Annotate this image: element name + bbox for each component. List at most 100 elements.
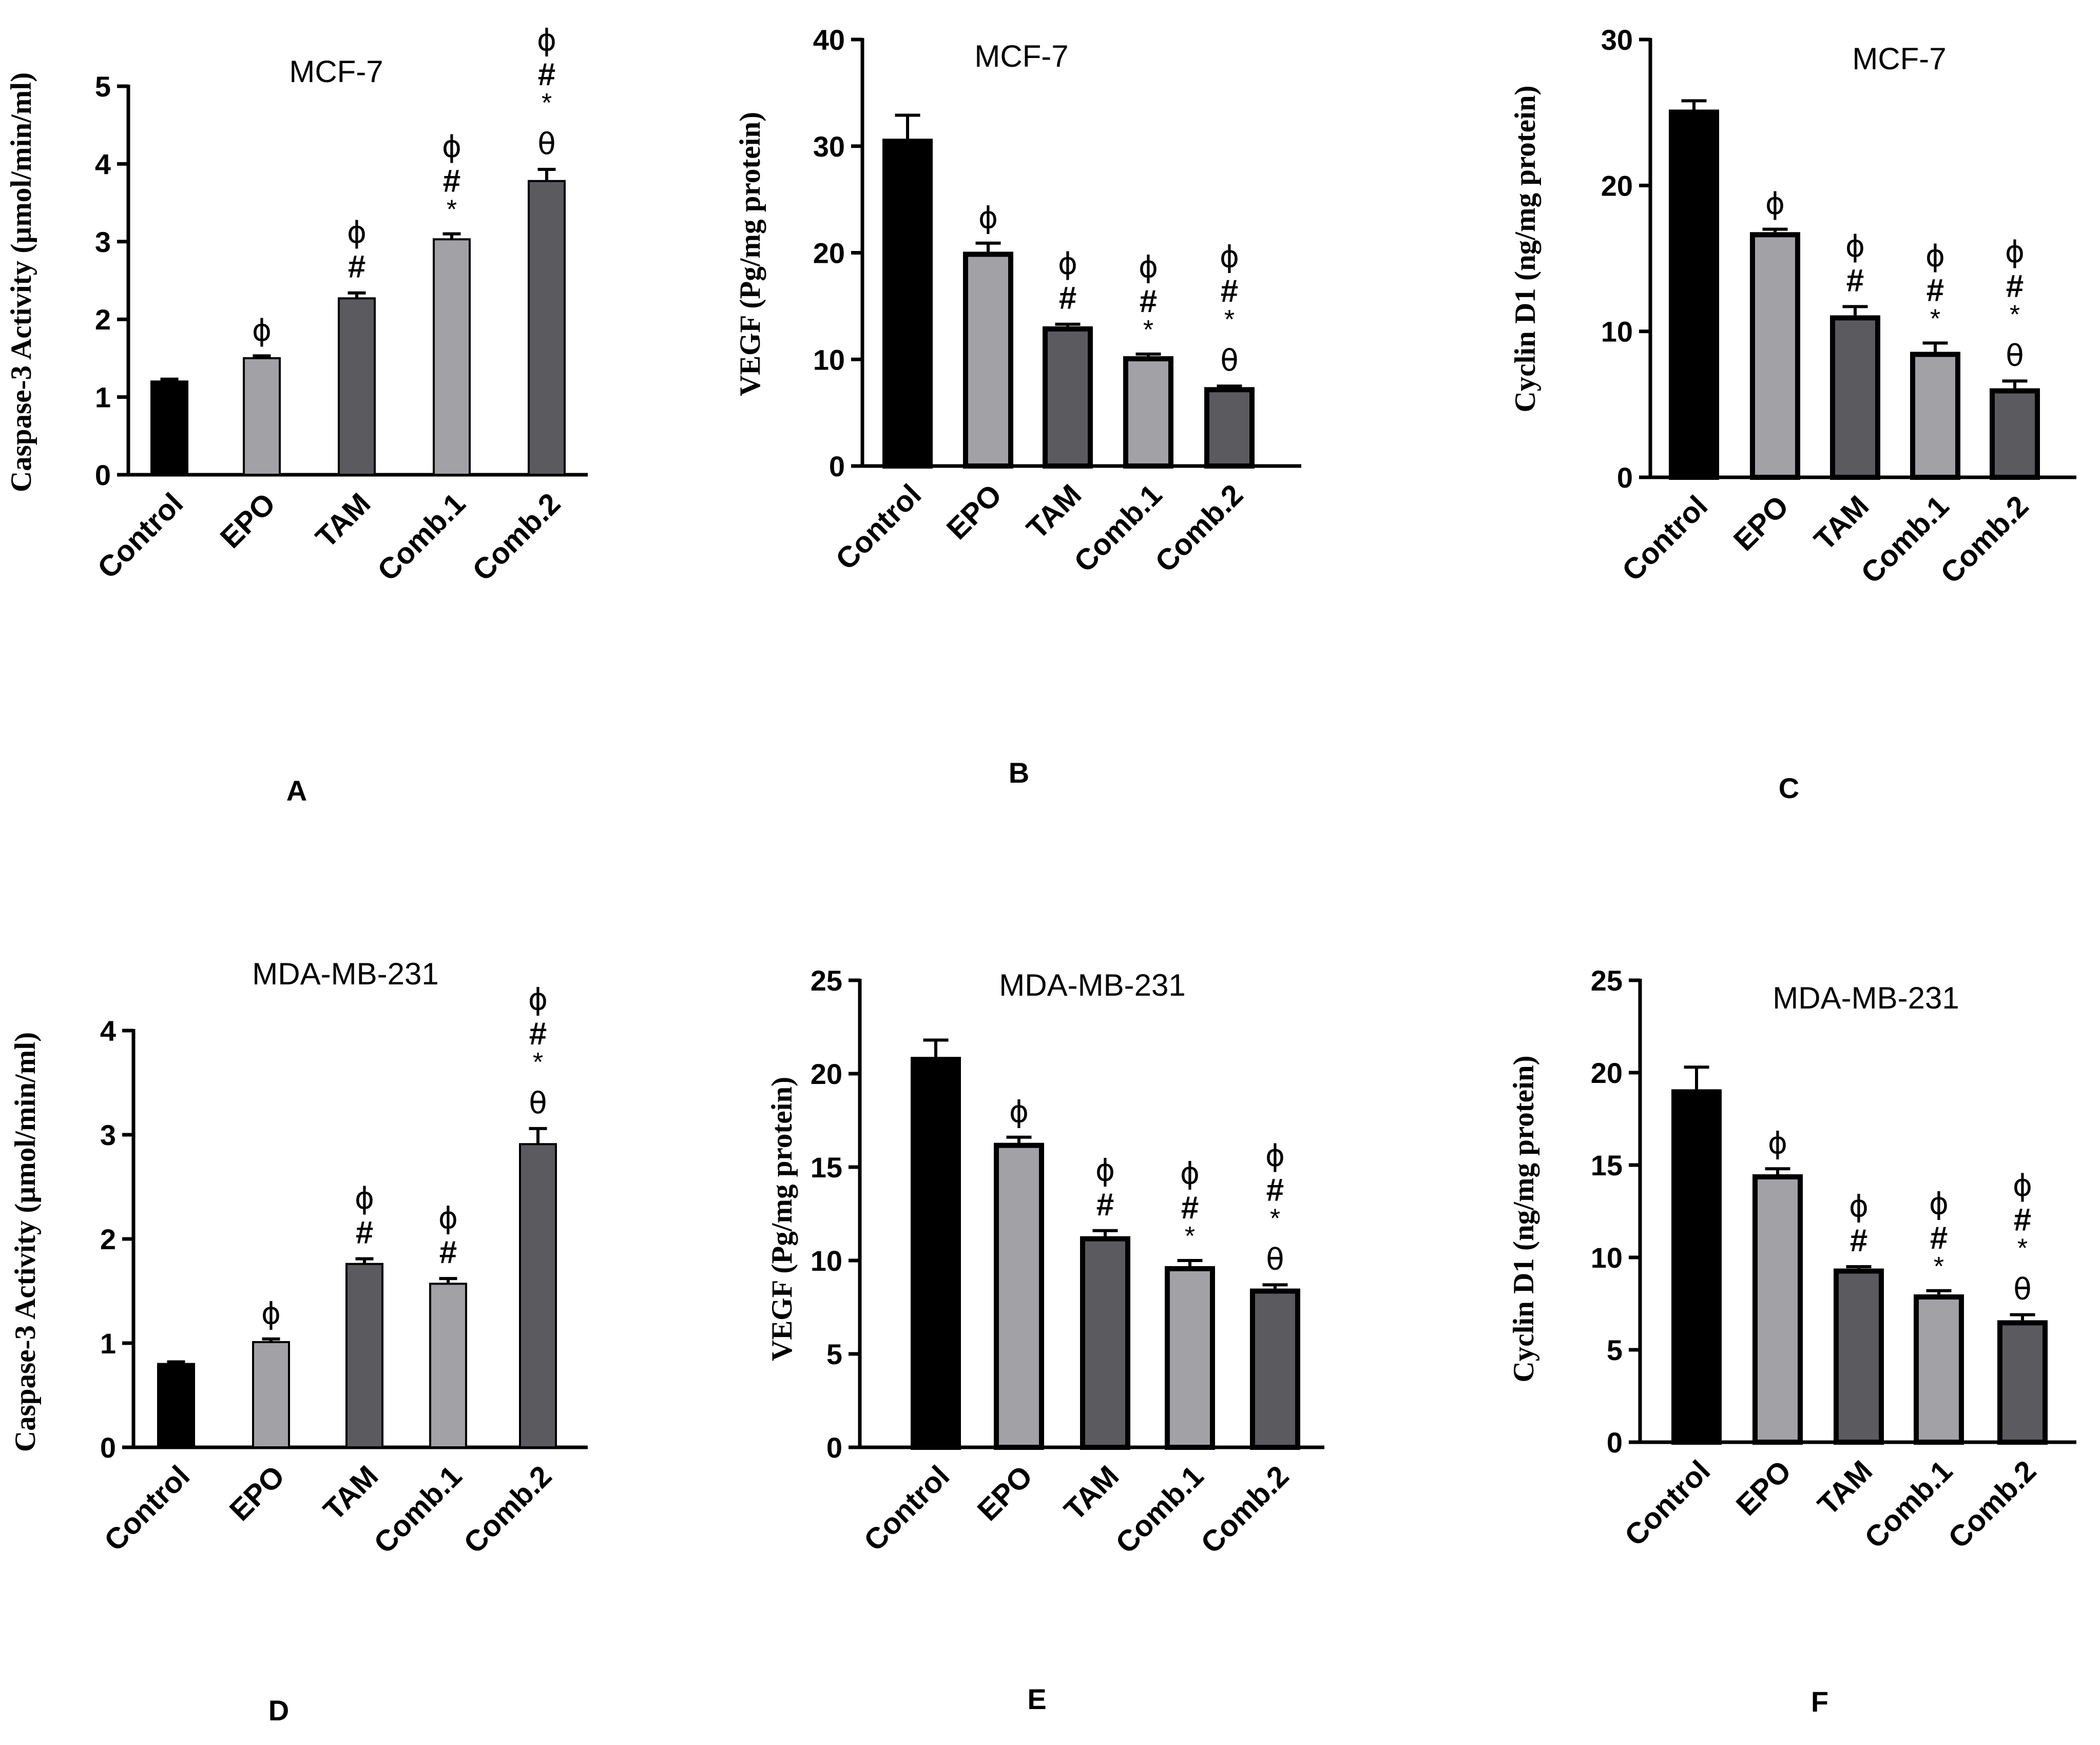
hash-annotation: # — [1059, 281, 1076, 316]
phi-annotation: ϕ — [1139, 249, 1158, 284]
star-annotation: * — [542, 88, 552, 118]
x-tick-label: EPO — [971, 1459, 1039, 1527]
x-tick-label: Comb.1 — [371, 487, 472, 587]
y-tick-label: 5 — [1607, 1334, 1623, 1366]
phi-annotation: ϕ — [1180, 1156, 1200, 1191]
hash-annotation: # — [356, 1215, 373, 1251]
x-tick-label: Comb.2 — [466, 487, 567, 587]
phi-annotation: ϕ — [252, 313, 272, 347]
bar-tam — [1834, 1268, 1884, 1445]
hash-annotation: # — [1140, 284, 1157, 319]
hash-annotation: # — [439, 1235, 457, 1270]
y-tick-label: 15 — [1591, 1149, 1623, 1181]
y-tick-label: 0 — [95, 459, 111, 491]
hash-annotation: # — [1850, 1223, 1867, 1258]
x-tick-label: EPO — [1727, 489, 1796, 557]
y-tick-label: 15 — [811, 1151, 842, 1184]
y-tick-label: 40 — [813, 24, 845, 56]
phi-annotation: ϕ — [1929, 1186, 1949, 1221]
chart-title: MDA-MB-231 — [1773, 981, 1959, 1015]
y-axis-label: Caspase-3 Activity (µmol/min/ml) — [9, 1032, 42, 1452]
chart-panel-a: MCF-7 Caspase-3 Activity (µmol/min/ml) A 0 1… — [5, 23, 588, 807]
y-tick-label: 2 — [95, 303, 111, 336]
star-annotation: * — [1270, 1204, 1280, 1233]
star-annotation: * — [1224, 305, 1235, 335]
bar-control — [1669, 109, 1719, 480]
bar-comb2 — [1204, 387, 1255, 469]
phi-annotation: ϕ — [355, 1181, 374, 1216]
bar-epo — [1750, 232, 1800, 480]
bar-control — [1671, 1089, 1722, 1445]
phi-annotation: ϕ — [261, 1296, 281, 1331]
star-annotation: * — [1185, 1222, 1195, 1251]
y-tick-label: 30 — [1601, 24, 1633, 56]
hash-annotation: # — [529, 1016, 547, 1052]
phi-annotation: ϕ — [2005, 234, 2025, 269]
phi-annotation: ϕ — [2013, 1168, 2032, 1203]
y-tick-label: 25 — [811, 964, 842, 997]
phi-annotation: ϕ — [442, 129, 461, 164]
y-tick-label: 3 — [95, 226, 111, 258]
phi-annotation: ϕ — [1768, 1126, 1787, 1160]
hash-annotation: # — [1221, 274, 1238, 309]
star-annotation: * — [2017, 1234, 2028, 1264]
x-tick-label: TAM — [1020, 478, 1088, 546]
bar-epo — [252, 1341, 290, 1448]
y-tick-label: 10 — [813, 343, 845, 376]
bar-control — [882, 139, 933, 469]
x-tick-label: Control — [91, 487, 189, 585]
y-tick-label: 0 — [826, 1431, 842, 1464]
bar-comb1 — [1123, 356, 1173, 469]
phi-annotation: ϕ — [1925, 238, 1945, 273]
theta-annotation: θ — [1220, 343, 1239, 378]
phi-annotation: ϕ — [438, 1200, 458, 1235]
panel-letter: A — [286, 774, 307, 807]
bar-epo — [994, 1142, 1044, 1450]
bar-comb1 — [1910, 352, 1960, 480]
x-tick-label: TAM — [309, 487, 377, 554]
chart-title: MDA-MB-231 — [252, 957, 438, 991]
bar-epo — [243, 357, 281, 476]
phi-annotation: ϕ — [528, 982, 548, 1017]
y-tick-label: 20 — [811, 1058, 842, 1090]
x-tick-label: Control — [857, 1459, 956, 1558]
y-tick-label: 25 — [1591, 964, 1623, 997]
bar-comb1 — [429, 1283, 467, 1449]
bar-comb1 — [1914, 1294, 1964, 1445]
y-tick-label: 20 — [1601, 169, 1633, 202]
hash-annotation: # — [443, 164, 460, 199]
phi-annotation: ϕ — [978, 200, 998, 235]
x-tick-label: TAM — [1811, 1454, 1879, 1522]
phi-annotation: ϕ — [537, 23, 556, 57]
chart-title: MDA-MB-231 — [999, 968, 1185, 1002]
phi-annotation: ϕ — [1058, 246, 1077, 281]
theta-annotation: θ — [2013, 1272, 2032, 1307]
x-tick-label: Comb.2 — [457, 1459, 558, 1560]
phi-annotation: ϕ — [1849, 1189, 1868, 1224]
chart-panel-d: MDA-MB-231 Caspase-3 Activity (µmol/min/m… — [9, 957, 588, 1727]
phi-annotation: ϕ — [1220, 239, 1239, 274]
x-tick-label: Control — [98, 1459, 196, 1558]
y-tick-label: 20 — [813, 237, 845, 269]
star-annotation: * — [1934, 1252, 1944, 1282]
y-tick-label: 4 — [100, 1015, 116, 1047]
x-tick-label: TAM — [317, 1459, 384, 1527]
x-tick-label: Comb.2 — [1942, 1454, 2043, 1555]
y-tick-label: 5 — [826, 1338, 842, 1370]
bar-tam — [345, 1263, 383, 1448]
bar-comb2 — [519, 1143, 557, 1448]
x-tick-label: Control — [829, 478, 928, 576]
x-tick-label: Comb.1 — [1855, 489, 1955, 590]
phi-annotation: ϕ — [1095, 1153, 1115, 1188]
panel-letter: C — [1779, 772, 1799, 804]
phi-annotation: ϕ — [347, 215, 367, 250]
phi-annotation: ϕ — [1845, 228, 1865, 263]
x-tick-label: TAM — [1807, 489, 1875, 557]
x-tick-label: Comb.2 — [1149, 478, 1249, 578]
y-tick-label: 0 — [829, 450, 845, 482]
hash-annotation: # — [1181, 1190, 1199, 1226]
panel-letter: B — [1009, 757, 1029, 789]
chart-panel-e: MDA-MB-231 VEGF (Pg/mg protein) E 0 5 10 15 20 2… — [766, 964, 1324, 1715]
panel-letter: F — [1811, 1685, 1828, 1718]
